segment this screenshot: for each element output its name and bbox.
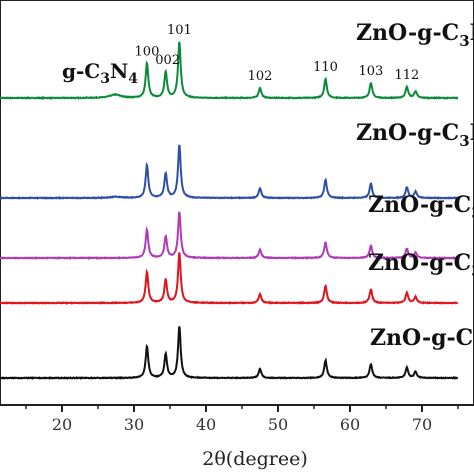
x-tick-label: 30 (124, 415, 144, 434)
x-axis-title: 2θ(degree) (202, 448, 308, 470)
peak-label: 112 (394, 68, 419, 83)
plot-frame (0, 0, 474, 406)
series-line (0, 252, 459, 305)
series-name-label: ZnO-g-C3​N4​ (368, 192, 474, 222)
x-tick-label: 20 (52, 415, 72, 434)
peak-label: 110 (313, 60, 338, 75)
series-labels: ZnO-g-C3​N4​ ZnO-g-C3​N4​ ZnO-g-C3​N4​ ZnO-… (356, 20, 474, 355)
x-tick-label: 70 (412, 415, 432, 434)
x-axis: 20 30 40 50 60 70 (25, 405, 459, 434)
series-name-label: ZnO-g-C3​N4​ (356, 120, 474, 150)
series-line (0, 326, 459, 380)
peak-label: 002 (155, 53, 180, 68)
x-tick-label: 60 (340, 415, 360, 434)
peak-label: 100 (135, 44, 160, 59)
series-name-label: ZnO-g-C3​N4​ (356, 20, 474, 50)
gcn-peak-label: g-C3​N4​ (62, 59, 138, 87)
series-line (0, 41, 459, 101)
peak-label: 103 (358, 64, 383, 79)
series-name-label: ZnO-g-C3​N4​ (370, 325, 474, 355)
series-line (0, 144, 459, 200)
series-line (0, 211, 458, 261)
series-layer (0, 41, 459, 380)
x-tick-label: 50 (268, 415, 288, 434)
x-tick-label: 40 (196, 415, 216, 434)
peak-label: 102 (248, 69, 273, 84)
series-name-label: ZnO-g-C3​N4​ (368, 250, 474, 280)
peak-label: 101 (167, 23, 192, 38)
